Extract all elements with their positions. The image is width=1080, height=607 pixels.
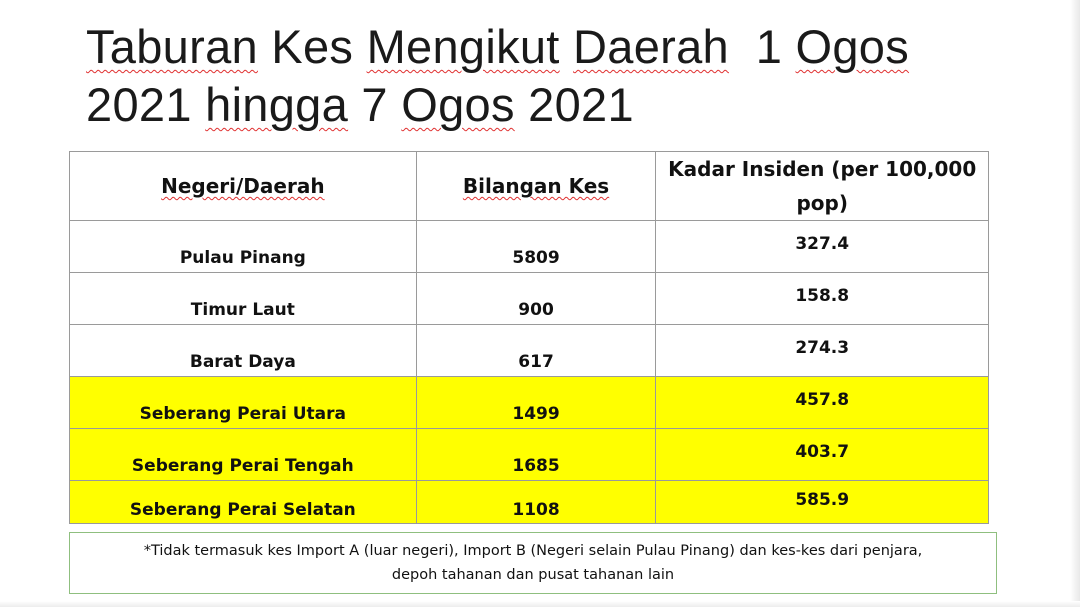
cell-rate: 585.9 [655, 480, 989, 524]
table-row: Pulau Pinang 5809 327.4 [69, 220, 989, 273]
footnote-line-2: depoh tahanan dan pusat tahanan lain [391, 567, 675, 583]
table-header-row: Negeri/Daerah Bilangan Kes Kadar Insiden… [69, 151, 989, 221]
slide-edge-bottom [0, 601, 1080, 607]
footnote-line-1: *Tidak termasuk kes Import A (luar neger… [143, 543, 923, 559]
slide-edge-right [1070, 0, 1080, 607]
table-row: Seberang Perai Utara 1499 457.8 [69, 376, 989, 429]
header-cases: Bilangan Kes [415, 151, 657, 221]
table-body: Pulau Pinang 5809 327.4 Timur Laut 900 158.8 B… [69, 220, 989, 524]
title-line-2: 2021 hingga 7 Ogos 2021 [86, 78, 634, 131]
cell-cases: 5809 [415, 220, 657, 273]
cell-rate: 274.3 [655, 324, 989, 377]
cell-region: Seberang Perai Utara [69, 376, 417, 429]
cell-region: Pulau Pinang [69, 220, 417, 273]
cell-cases: 617 [415, 324, 657, 377]
footnote: *Tidak termasuk kes Import A (luar neger… [69, 532, 997, 594]
cell-rate: 158.8 [655, 272, 989, 325]
cell-cases: 1685 [415, 428, 657, 481]
table-row: Seberang Perai Tengah 1685 403.7 [69, 428, 989, 481]
cell-region: Seberang Perai Selatan [69, 480, 417, 524]
cell-rate: 327.4 [655, 220, 989, 273]
cases-table: Negeri/Daerah Bilangan Kes Kadar Insiden… [69, 151, 989, 524]
table-row: Timur Laut 900 158.8 [69, 272, 989, 325]
cell-cases: 1499 [415, 376, 657, 429]
cell-cases: 900 [415, 272, 657, 325]
cell-rate: 403.7 [655, 428, 989, 481]
cell-cases: 1108 [415, 480, 657, 524]
table-row: Seberang Perai Selatan 1108 585.9 [69, 480, 989, 524]
table-row: Barat Daya 617 274.3 [69, 324, 989, 377]
cell-region: Barat Daya [69, 324, 417, 377]
cell-region: Seberang Perai Tengah [69, 428, 417, 481]
header-rate: Kadar Insiden (per 100,000 pop) [655, 151, 989, 221]
title-line-1: Taburan Kes Mengikut Daerah 1 Ogos [86, 20, 910, 73]
cell-rate: 457.8 [655, 376, 989, 429]
header-region: Negeri/Daerah [69, 151, 417, 221]
slide-title: Taburan Kes Mengikut Daerah 1 Ogos 2021 … [86, 18, 986, 134]
cell-region: Timur Laut [69, 272, 417, 325]
